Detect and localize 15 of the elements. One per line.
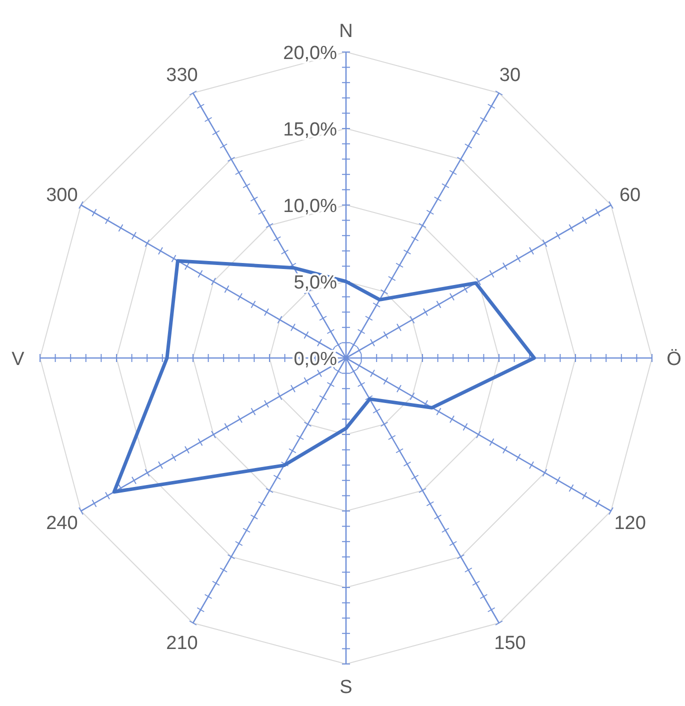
spoke-label: 150	[494, 633, 526, 654]
spoke-label: Ö	[666, 349, 682, 370]
spoke-label: 120	[614, 513, 646, 534]
y-tick-label: 20,0%	[283, 43, 338, 64]
spoke-label: 240	[46, 513, 78, 534]
spoke-label: N	[339, 21, 353, 42]
spoke-label: 60	[619, 185, 641, 206]
spoke-label: V	[12, 349, 25, 370]
y-tick-label: 15,0%	[283, 120, 338, 140]
spoke-label: 30	[499, 64, 521, 86]
spoke-label: 300	[46, 185, 78, 206]
spoke-label: 210	[166, 633, 198, 654]
y-tick-label: 10,0%	[283, 196, 338, 217]
spoke-label: 330	[166, 64, 198, 86]
spoke-label: S	[340, 677, 352, 698]
